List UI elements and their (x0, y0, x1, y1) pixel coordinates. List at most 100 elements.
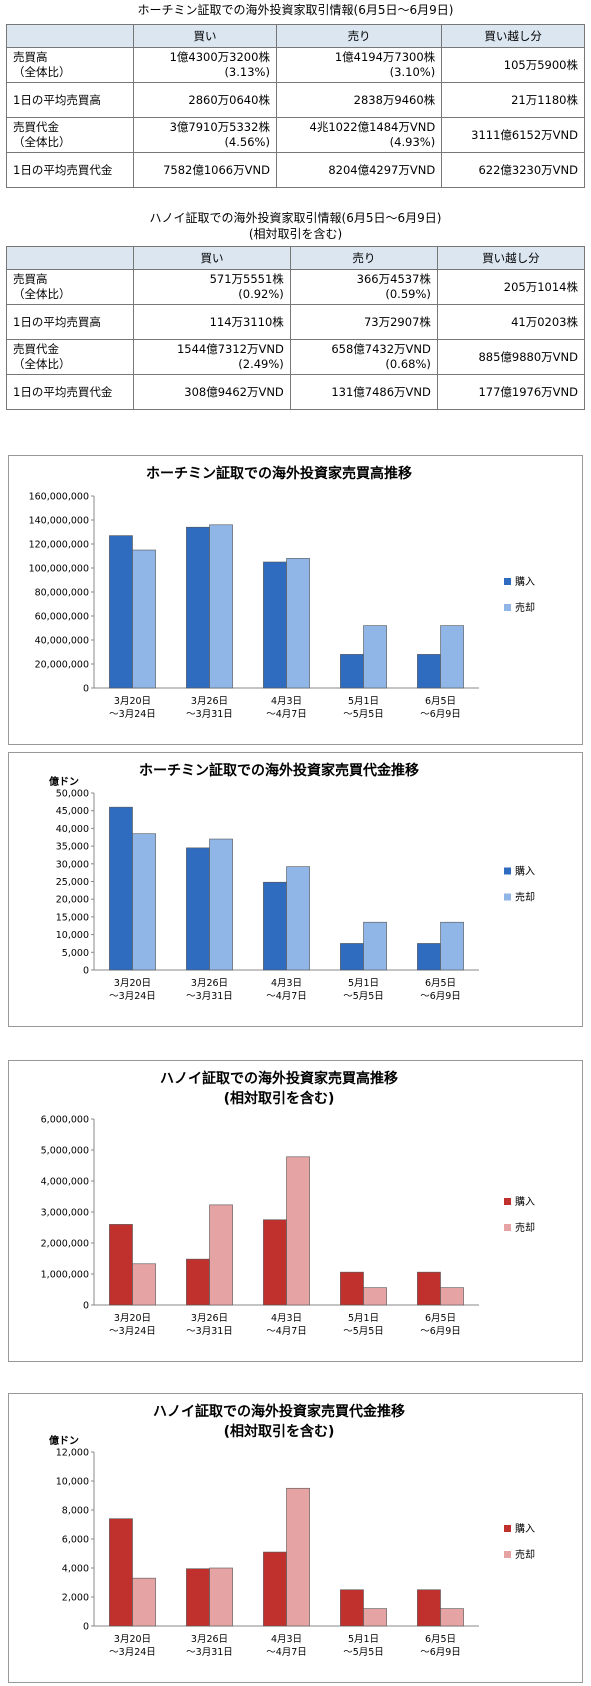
legend-label: 購入 (515, 1522, 535, 1535)
row-header: 売買代金 （全体比） (5, 339, 135, 375)
y-tick-label: 80,000,000 (35, 588, 89, 599)
chart: ハノイ証取での海外投資家売買代金推移 (相対取引を含む) 億ドン 0 2,000 4,00… (49, 1403, 535, 1658)
text-line: 1億4300万3200株 (169, 50, 270, 64)
bar (440, 921, 464, 971)
legend-swatch (504, 578, 511, 585)
bar (186, 526, 210, 689)
y-axis-label: 億ドン (49, 775, 79, 788)
y-tick-label: 2,000 (62, 1593, 89, 1604)
x-tick-label: ～3月24日 (109, 709, 156, 720)
row-header: 1日の平均売買代金 (5, 152, 135, 188)
bar (417, 1271, 441, 1306)
bar (440, 1608, 464, 1627)
text-line: (2.49%) (238, 357, 284, 371)
bar (286, 1487, 310, 1627)
cell: 205万1014株 (436, 269, 586, 305)
y-tick-label: 140,000,000 (29, 516, 89, 527)
bar (132, 1263, 156, 1306)
text-line: （全体比） (13, 357, 71, 371)
text-line: 1億4194万7300株 (334, 50, 436, 64)
text-line: 3億7910万5332株 (169, 120, 270, 134)
legend-label: 売却 (515, 1221, 535, 1234)
text-line: 366万4537株 (356, 272, 431, 286)
bar (340, 943, 364, 971)
y-tick-label: 15,000 (56, 912, 89, 923)
text-line: （全体比） (13, 65, 71, 79)
text-line: (0.59%) (385, 287, 431, 301)
text-line: 205万1014株 (503, 279, 578, 294)
header-cell: 買い (133, 246, 291, 270)
bar (363, 1608, 387, 1627)
x-tick-label: ～3月31日 (186, 1647, 233, 1658)
y-tick-label: 0 (83, 1622, 89, 1633)
x-tick-label: ～3月31日 (186, 1326, 233, 1337)
y-axis-label: 億ドン (49, 1434, 79, 1447)
bar (109, 535, 133, 689)
text-line: 1日の平均売買代金 (13, 162, 113, 177)
row-header: 1日の平均売買高 (5, 304, 135, 340)
legend-swatch (504, 1224, 511, 1231)
text-line: 1544億7312万VND (176, 342, 284, 356)
x-tick-label: 5月1日 (348, 978, 379, 989)
y-tick-label: 3,000,000 (41, 1208, 89, 1219)
text-line: 308億9462万VND (184, 384, 284, 399)
x-tick-label: 6月5日 (425, 1634, 456, 1645)
text-line: 7582億1066万VND (163, 162, 270, 177)
x-tick-label: ～3月24日 (109, 1647, 156, 1658)
text-line: 177億1976万VND (478, 384, 578, 399)
x-tick-label: 4月3日 (271, 1313, 302, 1324)
table: 買い 売り 買い越し分 売買高 （全体比） 571万5551株 (0.92%) 366万453… (5, 246, 586, 410)
cell: 7582億1066万VND (133, 152, 277, 188)
header-cell: 売り (289, 246, 438, 270)
chart-subtitle: (相対取引を含む) (224, 1090, 335, 1107)
y-tick-label: 40,000 (56, 824, 89, 835)
text-line: 21万1180株 (511, 92, 578, 107)
text-line: 売買代金 (13, 342, 59, 356)
text-line: 105万5900株 (503, 57, 578, 72)
x-tick-label: ～6月9日 (420, 709, 461, 720)
row: 売買代金 （全体比） 1544億7312万VND (2.49%) 658億7432万VN… (5, 339, 586, 375)
cell: 114万3110株 (133, 304, 291, 340)
cell: 2860万0640株 (133, 82, 277, 118)
x-tick-label: 4月3日 (271, 1634, 302, 1645)
chart-title: ホーチミン証取での海外投資家売買代金推移 (139, 762, 419, 779)
text-line: 1日の平均売買高 (13, 314, 101, 329)
text-line: 売買高 (13, 272, 48, 286)
text-line: （全体比） (13, 135, 71, 149)
row: 売買高 （全体比） 571万5551株 (0.92%) 366万4537株 (0.59%)… (5, 269, 586, 305)
text-line: (0.92%) (238, 287, 284, 301)
legend-label: 購入 (515, 575, 535, 588)
cell: 41万0203株 (436, 304, 586, 340)
text-line: 8204億4297万VND (328, 162, 436, 177)
cell: 3億7910万5332株 (4.56%) (133, 117, 277, 153)
bar (440, 1287, 464, 1306)
bar (209, 1204, 233, 1306)
legend-label: 売却 (515, 1548, 535, 1561)
row-header: 売買高 （全体比） (5, 269, 135, 305)
y-tick-label: 20,000,000 (35, 660, 89, 671)
x-tick-label: 3月26日 (191, 978, 228, 989)
text-line: 571万5551株 (209, 272, 284, 286)
y-tick-label: 120,000,000 (29, 540, 89, 551)
row: 1日の平均売買代金 308億9462万VND 131億7486万VND 177億197… (5, 374, 586, 410)
bar (263, 1219, 287, 1306)
x-tick-label: 3月26日 (191, 1634, 228, 1645)
y-tick-label: 45,000 (56, 806, 89, 817)
bar (286, 558, 310, 689)
text-line: (4.56%) (224, 135, 270, 149)
header-cell: 買い越し分 (441, 24, 585, 48)
y-tick-label: 4,000 (62, 1564, 89, 1575)
x-tick-label: 5月1日 (348, 1313, 379, 1324)
table-title: ホーチミン証取での海外投資家取引情報(6月5日～6月9日) (0, 2, 591, 18)
y-tick-label: 4,000,000 (41, 1177, 89, 1188)
bar (340, 1589, 364, 1627)
text-line: 73万2907株 (363, 314, 431, 329)
cell: 21万1180株 (441, 82, 585, 118)
y-tick-label: 5,000 (62, 948, 89, 959)
bar (209, 838, 233, 971)
text-line: （全体比） (13, 287, 71, 301)
x-tick-label: 5月1日 (348, 696, 379, 707)
text-line: (相対取引を含む) (248, 227, 343, 241)
header-cell: 売り (275, 24, 443, 48)
